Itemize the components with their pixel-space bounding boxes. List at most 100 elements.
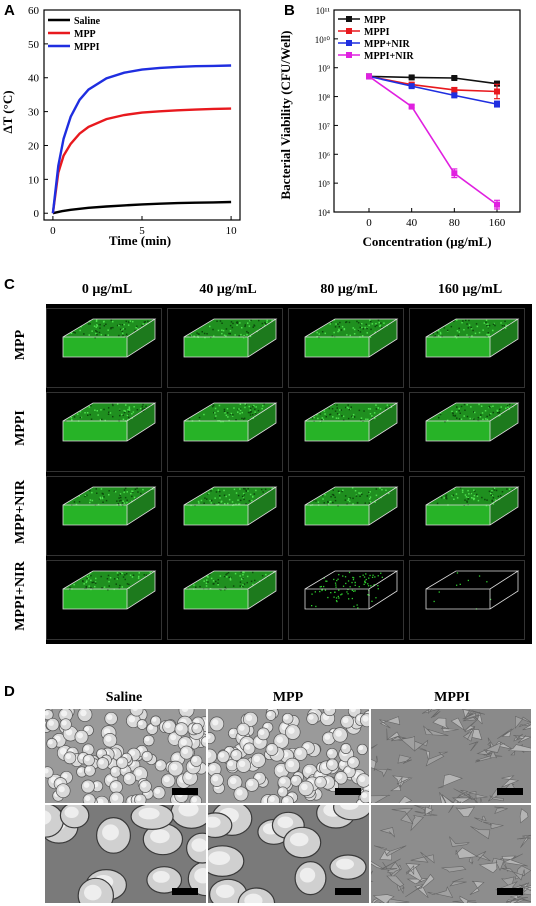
texture-dot [70, 332, 73, 334]
texture-dot [490, 492, 492, 495]
texture-dot [124, 328, 126, 330]
texture-dot [244, 488, 246, 490]
texture-dot [253, 324, 255, 326]
bacteria-dot [330, 592, 332, 594]
texture-dot [125, 320, 127, 323]
texture-dot [478, 403, 480, 406]
texture-dot [453, 498, 455, 500]
texture-dot [459, 412, 461, 414]
debris [441, 866, 467, 873]
bacteria-dot [326, 580, 328, 582]
texture-dot [126, 499, 128, 501]
texture-dot [125, 404, 127, 406]
texture-dot [206, 498, 208, 500]
texture-dot [452, 494, 454, 496]
texture-dot [445, 497, 447, 499]
texture-dot [321, 417, 324, 419]
texture-dot [327, 503, 330, 505]
texture-dot [209, 325, 211, 328]
y-tick-label: 60 [28, 5, 40, 17]
texture-dot [319, 413, 322, 415]
texture-dot [331, 335, 334, 337]
texture-dot [342, 415, 345, 418]
highlight [170, 734, 177, 741]
texture-dot [313, 416, 315, 419]
texture-dot [237, 411, 239, 413]
texture-dot [108, 490, 110, 492]
texture-dot [330, 321, 333, 323]
texture-dot [252, 414, 254, 416]
texture-dot [100, 334, 103, 336]
box-outline [183, 318, 278, 358]
texture-dot [487, 334, 489, 336]
texture-dot [221, 322, 223, 324]
texture-dot [248, 325, 251, 327]
bacteria-dot [321, 589, 323, 592]
texture-dot [116, 324, 119, 327]
debris [508, 744, 531, 752]
texture-dot [239, 581, 242, 583]
texture-dot [253, 493, 256, 495]
sem-mpp-low [207, 708, 370, 804]
highlight [340, 761, 345, 766]
panel-b-letter: B [284, 2, 295, 19]
data-point-mpp-nir [451, 92, 458, 99]
texture-dot [364, 502, 366, 504]
texture-dot [465, 496, 468, 498]
texture-dot [237, 499, 239, 501]
texture-dot [379, 408, 382, 410]
texture-dot [372, 417, 374, 419]
texture-dot [242, 571, 244, 574]
texture-dot [100, 488, 103, 490]
highlight [85, 795, 91, 802]
y-tick-label: 10¹¹ [316, 6, 331, 16]
texture-dot [239, 409, 242, 412]
biofilm-front [305, 421, 369, 441]
texture-dot [351, 487, 354, 489]
scale-bar [172, 888, 198, 895]
box-outline [425, 402, 520, 442]
bacteria-dot [359, 576, 361, 578]
debris [386, 728, 400, 741]
bacteria-dot [319, 590, 321, 593]
texture-dot [466, 500, 468, 502]
texture-dot [218, 404, 221, 407]
texture-dot [102, 493, 104, 495]
debris [449, 836, 470, 847]
texture-dot [69, 586, 71, 589]
texture-dot [245, 489, 247, 492]
bacteria-dot [371, 576, 374, 578]
highlight [59, 748, 67, 755]
confocal-image [288, 560, 404, 640]
y-tick-label: 10¹⁰ [315, 35, 331, 45]
chart-a-xlabel: Time (min) [109, 233, 171, 248]
texture-dot [312, 417, 314, 419]
texture-dot [77, 413, 79, 415]
debris [453, 788, 476, 801]
texture-dot [329, 413, 332, 416]
legend-label: Saline [74, 16, 101, 27]
data-point-mppi [494, 88, 500, 95]
legend-marker [346, 16, 352, 22]
texture-dot [119, 414, 121, 417]
texture-dot [248, 500, 251, 502]
confocal-image [167, 392, 283, 472]
debris [452, 902, 454, 903]
highlight [288, 727, 295, 734]
texture-dot [361, 326, 363, 329]
bacteria-dot [368, 577, 370, 579]
texture-dot [108, 494, 110, 496]
sem-mppi-low [370, 708, 532, 804]
texture-dot [131, 500, 133, 503]
texture-dot [149, 571, 151, 574]
texture-dot [353, 416, 356, 418]
texture-dot [324, 332, 326, 335]
debris [475, 797, 483, 803]
texture-dot [466, 323, 468, 325]
highlight [325, 709, 331, 711]
data-point-mppi-nir [494, 201, 500, 208]
texture-dot [129, 574, 132, 576]
texture-dot [74, 332, 76, 334]
bacteria-dot [357, 607, 359, 609]
texture-dot [120, 496, 122, 499]
